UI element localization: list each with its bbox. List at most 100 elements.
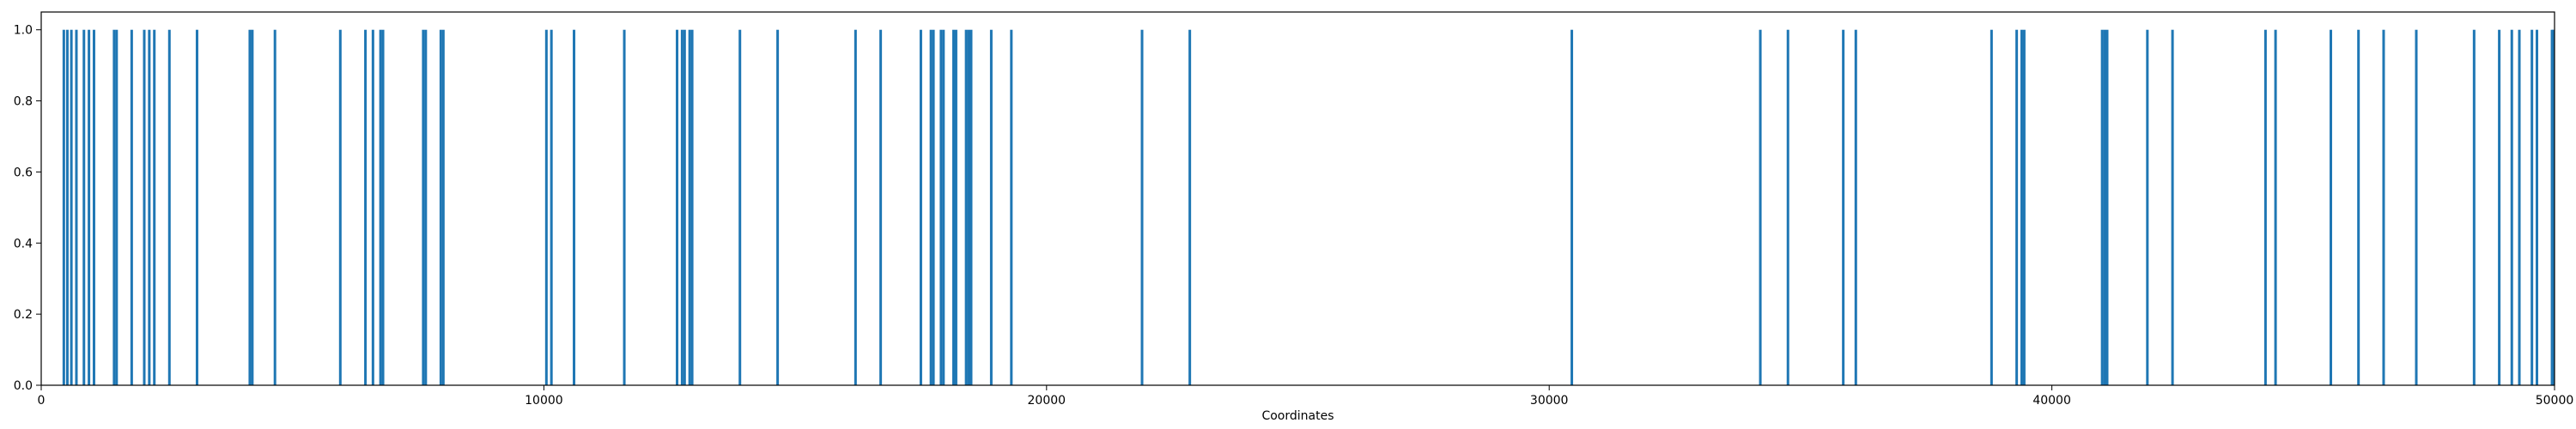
bar-16: [251, 29, 254, 386]
bar-5: [88, 29, 91, 386]
bar-9: [130, 29, 133, 386]
bar-48: [967, 29, 970, 386]
bar-40: [919, 29, 922, 386]
bar-26: [441, 29, 445, 386]
x-tick-label-2: 20000: [1028, 394, 1066, 408]
bar-35: [690, 29, 694, 386]
bar-43: [939, 29, 943, 386]
bar-68: [2263, 29, 2267, 386]
bar-73: [2415, 29, 2418, 386]
bar-17: [273, 29, 276, 386]
bar-64: [2103, 29, 2106, 386]
y-axis-ticks: 0.0 0.2 0.4 0.6 0.8 1.0: [14, 24, 41, 393]
bars-group: [62, 29, 2555, 386]
bar-46: [954, 29, 957, 386]
bar-70: [2330, 29, 2332, 386]
y-tick-label-3: 0.6: [14, 166, 33, 179]
bar-78: [2530, 29, 2534, 386]
x-tick-label-0: 0: [38, 394, 46, 408]
bar-58: [1854, 29, 1857, 386]
bar-62: [2022, 29, 2026, 386]
bar-31: [676, 29, 679, 386]
bar-38: [854, 29, 857, 386]
bar-22: [381, 29, 385, 386]
bar-4: [82, 29, 86, 386]
x-tick-label-3: 30000: [1530, 394, 1569, 408]
bar-14: [195, 29, 198, 386]
x-axis-label: Coordinates: [1261, 409, 1334, 423]
bar-79: [2536, 29, 2539, 386]
bar-13: [167, 29, 171, 386]
y-tick-label-1: 0.2: [14, 308, 33, 322]
bar-36: [738, 29, 742, 386]
bar-41: [929, 29, 933, 386]
bar-54: [1571, 29, 1574, 386]
bar-44: [942, 29, 945, 386]
bar-67: [2171, 29, 2174, 386]
y-tick-label-0: 0.0: [14, 379, 33, 393]
bar-33: [683, 29, 686, 386]
bar-10: [143, 29, 146, 386]
bar-24: [424, 29, 428, 386]
bar-49: [969, 29, 973, 386]
bar-51: [1010, 29, 1013, 386]
bar-53: [1188, 29, 1192, 386]
y-tick-label-5: 1.0: [14, 24, 33, 38]
bar-30: [623, 29, 626, 386]
x-tick-label-4: 40000: [2032, 394, 2071, 408]
bar-20: [371, 29, 374, 386]
bar-42: [932, 29, 935, 386]
bar-21: [379, 29, 382, 386]
bar-47: [964, 29, 968, 386]
x-axis-ticks: 0 10000 20000 30000 40000 50000: [38, 385, 2574, 408]
bar-25: [439, 29, 442, 386]
bar-65: [2105, 29, 2109, 386]
bar-2: [70, 29, 73, 386]
bar-50: [989, 29, 993, 386]
bar-74: [2472, 29, 2476, 386]
bar-37: [776, 29, 780, 386]
bar-61: [2020, 29, 2023, 386]
bar-12: [153, 29, 156, 386]
bar-45: [952, 29, 955, 386]
bar-3: [75, 29, 78, 386]
bar-71: [2357, 29, 2360, 386]
bar-60: [2015, 29, 2019, 386]
bar-23: [422, 29, 425, 386]
bar-7: [112, 29, 116, 386]
bar-55: [1759, 29, 1762, 386]
bar-8: [115, 29, 118, 386]
bar-39: [879, 29, 883, 386]
plot-frame: [40, 11, 2555, 386]
bar-69: [2274, 29, 2277, 386]
bar-15: [248, 29, 252, 386]
y-tick-label-2: 0.4: [14, 237, 33, 251]
bar-0: [62, 29, 65, 386]
bar-52: [1140, 29, 1144, 386]
bar-18: [338, 29, 342, 386]
bar-75: [2498, 29, 2501, 386]
bar-77: [2518, 29, 2521, 386]
bar-66: [2146, 29, 2149, 386]
bar-63: [2100, 29, 2104, 386]
bar-76: [2510, 29, 2513, 386]
bar-57: [1842, 29, 1845, 386]
bar-28: [550, 29, 553, 386]
bar-81: [2552, 29, 2555, 386]
y-tick-label-4: 0.8: [14, 95, 33, 109]
bar-34: [688, 29, 691, 386]
bar-56: [1786, 29, 1789, 386]
x-tick-label-5: 50000: [2536, 394, 2574, 408]
bar-11: [148, 29, 151, 386]
bar-29: [573, 29, 576, 386]
x-tick-label-1: 10000: [525, 394, 563, 408]
bar-6: [92, 29, 95, 386]
bar-72: [2382, 29, 2385, 386]
bar-19: [364, 29, 368, 386]
bar-27: [544, 29, 548, 386]
bar-59: [1990, 29, 1993, 386]
bar-32: [680, 29, 683, 386]
